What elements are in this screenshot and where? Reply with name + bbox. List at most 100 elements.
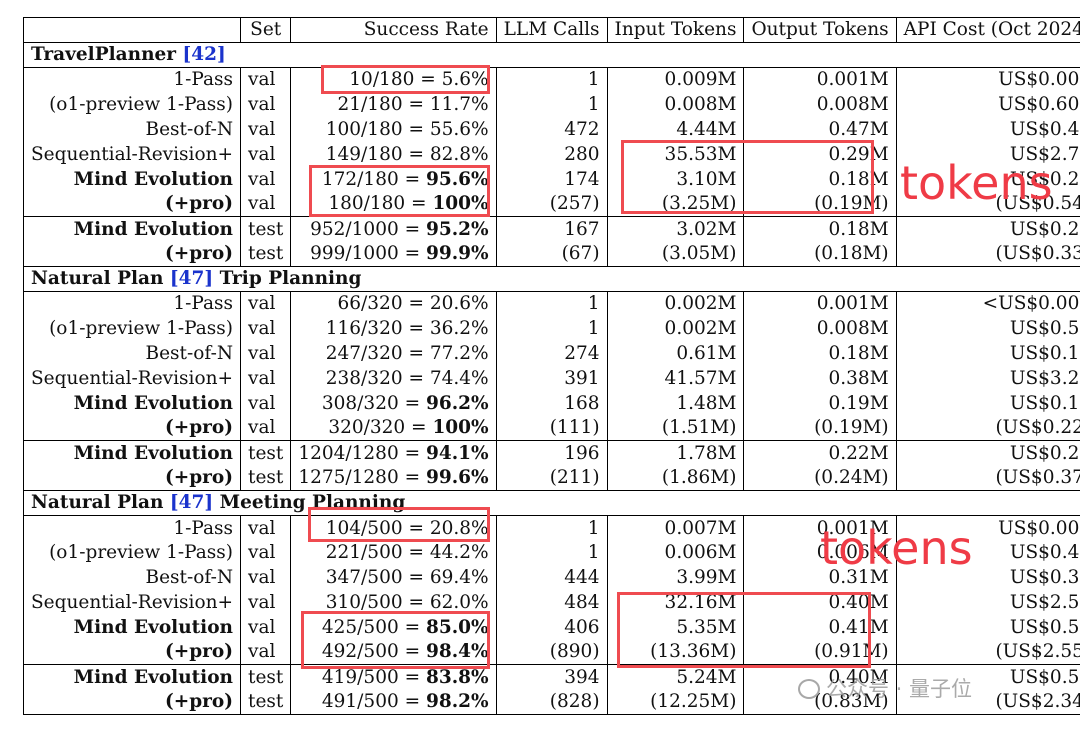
api-cost-cell: US$0.47: [896, 540, 1080, 566]
input-tokens-cell: 1.48M: [607, 390, 745, 416]
header-llm-calls: LLM Calls: [496, 17, 608, 43]
output-tokens-cell: 0.006M: [743, 540, 897, 566]
api-cost-cell: US$0.47: [896, 117, 1080, 142]
success-rate-cell: 320/320 = 100%: [290, 415, 497, 441]
llm-calls-cell: 484: [496, 589, 608, 615]
method-cell: Best-of-N: [22, 341, 242, 366]
method-cell: (o1-preview 1-Pass): [22, 316, 242, 342]
success-rate-best: 85.0%: [426, 616, 489, 638]
output-tokens-cell: 0.008M: [743, 92, 897, 118]
output-tokens-cell: 0.40M: [743, 664, 897, 690]
method-cell: Mind Evolution: [22, 440, 242, 466]
input-tokens-cell: 0.009M: [607, 67, 745, 93]
output-tokens-cell: 0.008M: [743, 316, 897, 342]
header-success-rate: Success Rate: [290, 17, 497, 43]
set-cell: val: [240, 639, 292, 665]
table-row: Best-of-N val 100/180 = 55.6% 472 4.44M 0.47M…: [22, 117, 1080, 142]
highlight-box-meeting-mind-evolution: [301, 611, 490, 669]
method-cell: (+pro): [22, 191, 242, 217]
method-cell: Sequential-Revision+: [22, 589, 242, 615]
method-cell: Mind Evolution: [22, 390, 242, 416]
wechat-icon: [798, 679, 820, 699]
section-title-suffix: Trip Planning: [213, 268, 362, 290]
success-rate-fraction: 104/500 = 20.8%: [325, 517, 489, 539]
success-rate-fraction: 66/320 = 20.6%: [337, 293, 489, 315]
input-tokens-cell: 0.002M: [607, 316, 745, 342]
watermark-text: 公众号 · 量子位: [826, 677, 973, 701]
success-rate-fraction: 10/180 = 5.6%: [349, 69, 489, 91]
success-rate-best: 99.9%: [426, 243, 489, 265]
input-tokens-cell: 41.57M: [607, 365, 745, 391]
llm-calls-cell: 444: [496, 565, 608, 590]
output-tokens-cell: 0.001M: [743, 67, 897, 93]
api-cost-cell: US$2.53: [896, 589, 1080, 615]
api-cost-cell: US$0.001: [896, 67, 1080, 93]
api-cost-cell: US$0.001: [896, 515, 1080, 541]
success-rate-fraction: 221/500 = 44.2%: [325, 542, 489, 564]
set-cell: test: [240, 689, 292, 715]
api-cost-cell: US$0.52: [896, 614, 1080, 640]
llm-calls-cell: (257): [496, 191, 608, 217]
api-cost-cell: US$0.10: [896, 341, 1080, 366]
llm-calls-cell: 394: [496, 664, 608, 690]
input-tokens-cell: 0.002M: [607, 291, 745, 317]
success-rate-cell: 172/180 = 95.6%: [290, 166, 497, 192]
llm-calls-cell: 1: [496, 291, 608, 317]
input-tokens-cell: 3.10M: [607, 166, 745, 192]
table-row: 1-Pass val 66/320 = 20.6% 1 0.002M 0.001M <US$…: [22, 291, 1080, 317]
method-cell: Sequential-Revision+: [22, 365, 242, 391]
success-rate-best: 100%: [432, 193, 489, 215]
output-tokens-cell: 0.47M: [743, 117, 897, 142]
table-row: Mind Evolution test 1204/1280 = 94.1% 196 1.…: [22, 440, 1080, 466]
header-api-cost: API Cost (Oct 2024): [896, 17, 1080, 43]
success-rate-cell: 180/180 = 100%: [290, 191, 497, 217]
input-tokens-cell: 5.35M: [607, 614, 745, 640]
output-tokens-cell: (0.83M): [743, 689, 897, 715]
success-rate-fraction: 492/500 =: [321, 641, 426, 663]
api-cost-cell: (US$2.34): [896, 689, 1080, 715]
api-cost-cell: (US$0.22): [896, 415, 1080, 441]
input-tokens-cell: 3.02M: [607, 216, 745, 242]
success-rate-fraction: 1204/1280 =: [298, 442, 426, 464]
output-tokens-cell: 0.41M: [743, 614, 897, 640]
api-cost-cell: US$0.17: [896, 390, 1080, 416]
set-cell: val: [240, 415, 292, 441]
section-title-row: Natural Plan [47] Trip Planning: [22, 265, 1080, 292]
table-row: (+pro) val 492/500 = 98.4% (890) (13.36M) (0.…: [22, 639, 1080, 665]
input-tokens-cell: (3.05M): [607, 241, 745, 267]
success-rate-cell: 425/500 = 85.0%: [290, 614, 497, 640]
set-cell: test: [240, 241, 292, 267]
success-rate-cell: 66/320 = 20.6%: [290, 291, 497, 317]
success-rate-cell: 116/320 = 36.2%: [290, 316, 497, 342]
success-rate-cell: 21/180 = 11.7%: [290, 92, 497, 118]
api-cost-cell: US$0.53: [896, 316, 1080, 342]
header-set: Set: [240, 17, 292, 43]
method-cell: 1-Pass: [22, 67, 242, 93]
success-rate-cell: 104/500 = 20.8%: [290, 515, 497, 541]
llm-calls-cell: (828): [496, 689, 608, 715]
success-rate-fraction: 491/500 =: [321, 691, 426, 713]
llm-calls-cell: 167: [496, 216, 608, 242]
success-rate-best: 96.2%: [426, 392, 489, 414]
success-rate-fraction: 149/180 = 82.8%: [325, 143, 489, 165]
success-rate-fraction: 172/180 =: [321, 168, 426, 190]
table-row: Sequential-Revision+ val 310/500 = 62.0% 48…: [22, 589, 1080, 615]
success-rate-fraction: 180/180 =: [328, 193, 433, 215]
set-cell: test: [240, 664, 292, 690]
input-tokens-cell: (1.51M): [607, 415, 745, 441]
output-tokens-cell: 0.18M: [743, 341, 897, 366]
success-rate-fraction: 1275/1280 =: [298, 467, 426, 489]
table-row: Mind Evolution val 425/500 = 85.0% 406 5.35M…: [22, 614, 1080, 640]
success-rate-fraction: 116/320 = 36.2%: [325, 318, 489, 340]
set-cell: val: [240, 614, 292, 640]
success-rate-best: 83.8%: [426, 666, 489, 688]
llm-calls-cell: 1: [496, 92, 608, 118]
success-rate-best: 98.4%: [426, 641, 489, 663]
success-rate-fraction: 952/1000 =: [310, 218, 426, 240]
llm-calls-cell: 168: [496, 390, 608, 416]
api-cost-cell: US$0.28: [896, 216, 1080, 242]
input-tokens-cell: 3.99M: [607, 565, 745, 590]
set-cell: val: [240, 166, 292, 192]
input-tokens-cell: 5.24M: [607, 664, 745, 690]
set-cell: val: [240, 365, 292, 391]
